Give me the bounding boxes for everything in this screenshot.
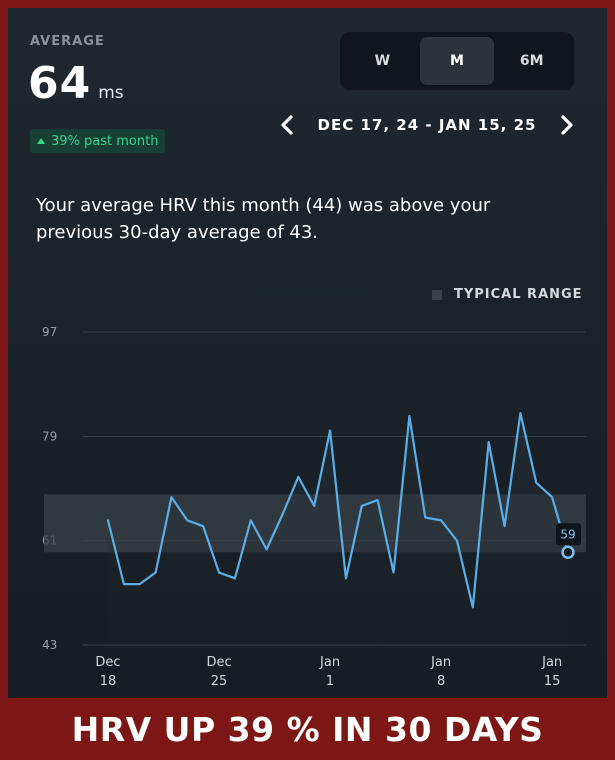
change-badge-text: 39% past month <box>51 133 159 149</box>
hrv-area-fill <box>108 413 568 645</box>
last-point-marker <box>561 545 575 560</box>
arrow-up-icon <box>37 138 45 144</box>
y-tick-label: 79 <box>42 429 57 443</box>
x-tick-day-label: 8 <box>437 674 445 689</box>
period-option-6-months[interactable]: 6M <box>519 53 544 69</box>
x-tick-month-label: Dec <box>206 655 231 670</box>
date-range-navigator: DEC 17, 24 - JAN 15, 25 <box>274 112 580 138</box>
chart-legend: TYPICAL RANGE <box>432 287 583 302</box>
x-tick-month-label: Jan <box>430 655 451 670</box>
period-selector: W M 6M <box>340 32 574 90</box>
x-tick-month-label: Jan <box>319 655 340 670</box>
chevron-right-icon[interactable] <box>554 112 580 138</box>
y-tick-label: 43 <box>42 638 57 652</box>
last-value-label: 59 <box>560 527 575 541</box>
period-option-week[interactable]: W <box>374 53 391 69</box>
hrv-line-chart[interactable]: 9779614359Dec18Dec25Jan1Jan8Jan15 <box>8 8 607 698</box>
hrv-app-screen: AVERAGE 64 ms 39% past month W M 6M DEC … <box>8 8 607 698</box>
period-option-month[interactable]: M <box>419 37 495 85</box>
last-value-tooltip <box>556 523 581 546</box>
average-label: AVERAGE <box>30 34 105 49</box>
chevron-left-icon[interactable] <box>274 112 300 138</box>
x-tick-day-label: 25 <box>211 674 228 689</box>
y-tick-label: 97 <box>42 325 57 339</box>
x-tick-month-label: Jan <box>541 655 562 670</box>
average-value: 64 ms <box>28 58 124 109</box>
legend-label: TYPICAL RANGE <box>454 287 583 302</box>
change-badge: 39% past month <box>30 129 166 153</box>
x-tick-day-label: 15 <box>544 674 561 689</box>
date-range-label: DEC 17, 24 - JAN 15, 25 <box>317 116 537 134</box>
headline-banner: HRV UP 39 % IN 30 DAYS <box>71 709 544 749</box>
x-tick-day-label: 18 <box>100 674 117 689</box>
average-unit: ms <box>98 83 124 103</box>
x-tick-day-label: 1 <box>326 674 334 689</box>
typical-range-swatch <box>432 289 442 300</box>
x-tick-month-label: Dec <box>95 655 120 670</box>
average-number: 64 <box>28 58 92 109</box>
hrv-series-line <box>106 412 570 609</box>
hrv-summary-text: Your average HRV this month (44) was abo… <box>36 195 491 243</box>
